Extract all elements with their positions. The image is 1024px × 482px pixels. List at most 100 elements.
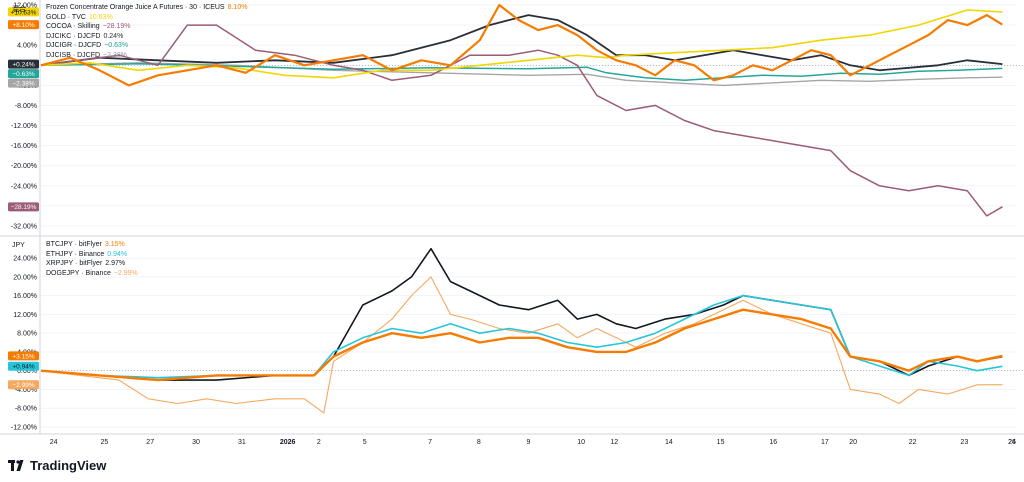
pane2-legend[interactable]: BTCJPY · bitFlyer 3.15% ETHJPY · Binance 0.… bbox=[46, 240, 138, 278]
x-tick-label: 23 bbox=[960, 439, 968, 446]
x-tick-label: 31 bbox=[238, 439, 246, 446]
legend-symbol: Frozen Concentrate Orange Juice A Future… bbox=[46, 4, 225, 11]
x-tick-label: 16 bbox=[769, 439, 777, 446]
legend-item[interactable]: COCOA · Skilling −28.19% bbox=[46, 22, 247, 32]
legend-change: 8.10% bbox=[227, 4, 248, 11]
value-badge-label: +8.10% bbox=[12, 22, 34, 29]
pane1-series bbox=[40, 3, 1003, 217]
value-badge-label: −0.63% bbox=[12, 71, 34, 78]
y-tick-label: 20.00% bbox=[13, 274, 37, 281]
legend-change: −2.38% bbox=[103, 51, 127, 59]
x-tick-label: 2026 bbox=[280, 439, 296, 446]
value-badge-label: −2.99% bbox=[12, 382, 34, 389]
legend-change: −0.63% bbox=[104, 42, 129, 50]
legend-item[interactable]: BTCJPY · bitFlyer 3.15% bbox=[46, 240, 138, 250]
series-line bbox=[40, 276, 1003, 414]
x-tick-label: 2 bbox=[317, 439, 321, 446]
time-axis[interactable]: 24 25 27 30 31 2026 2 5 7 8 9 10 12 14 15 16 17 20 22 23 242… bbox=[50, 439, 1016, 446]
legend-change: 10.63% bbox=[88, 13, 113, 21]
legend-symbol: COCOA · Skilling bbox=[46, 23, 100, 31]
legend-symbol: DJCISB · DJCFD bbox=[46, 51, 101, 59]
legend-item[interactable]: ETHJPY · Binance 0.94% bbox=[46, 250, 138, 260]
legend-symbol: GOLD · TVC bbox=[46, 13, 86, 21]
tradingview-brand[interactable]: TradingView bbox=[8, 458, 106, 473]
legend-change: 0.24% bbox=[103, 32, 124, 40]
legend-symbol: DJCIGR · DJCFD bbox=[46, 42, 102, 50]
y-tick-label: -4.00% bbox=[15, 387, 37, 394]
legend-symbol: ETHJPY · Binance bbox=[46, 250, 105, 258]
legend-item[interactable]: DOGEJPY · Binance −2.99% bbox=[46, 269, 138, 279]
value-badge bbox=[8, 361, 39, 371]
legend-change: 3.15% bbox=[104, 241, 125, 248]
value-badge-label: +3.15% bbox=[12, 353, 34, 360]
legend-change: −28.19% bbox=[102, 23, 131, 31]
x-tick-label: 25 bbox=[100, 439, 108, 446]
legend-change: 0.94% bbox=[107, 250, 128, 258]
pane2-price-scale[interactable]: 24.00%20.00%16.00%12.00%8.00%4.00%0.00%-… bbox=[11, 256, 37, 432]
legend-change: −2.99% bbox=[113, 269, 138, 277]
y-tick-label: 0.00% bbox=[17, 368, 37, 375]
pane1-value-badges: +10.63% +8.10% +0.24% −0.63% −2.38% −28.19% bbox=[8, 7, 39, 212]
series-line bbox=[40, 308, 1003, 382]
legend-symbol: DJCIKC · DJCFD bbox=[46, 32, 101, 40]
pane2-series bbox=[40, 247, 1003, 414]
series-line bbox=[40, 3, 1003, 87]
value-badge bbox=[8, 78, 39, 88]
value-badge bbox=[8, 7, 39, 17]
pane1-price-scale[interactable]: 12.00%8.00%4.00%0.00%-4.00%-8.00%-12.00%… bbox=[11, 3, 37, 231]
legend-change: 2.97% bbox=[105, 260, 126, 268]
x-tick-label: 27 bbox=[146, 439, 154, 446]
legend-item[interactable]: Frozen Concentrate Orange Juice A Future… bbox=[46, 3, 247, 13]
legend-item[interactable]: DJCISB · DJCFD −2.38% bbox=[46, 51, 247, 61]
value-badge-label: −28.19% bbox=[11, 204, 37, 211]
legend-item[interactable]: DJCIKC · DJCFD 0.24% bbox=[46, 32, 247, 42]
legend-symbol: XRPJPY · bitFlyer bbox=[46, 260, 103, 268]
pane2-value-badges: +3.15% +0.94% −2.99% bbox=[8, 351, 39, 390]
value-badge-label: +0.94% bbox=[12, 364, 34, 371]
legend-item[interactable]: GOLD · TVC 10.63% bbox=[46, 13, 247, 23]
x-tick-label: 9 bbox=[527, 439, 531, 446]
value-badge-label: +0.24% bbox=[12, 61, 34, 68]
value-badge-label: +10.63% bbox=[11, 9, 37, 16]
y-tick-label: 4.00% bbox=[17, 43, 37, 50]
y-tick-label: 16.00% bbox=[13, 293, 37, 300]
x-tick-label: 26 bbox=[1008, 439, 1016, 446]
x-tick-label: 8 bbox=[477, 439, 481, 446]
legend-item[interactable]: XRPJPY · bitFlyer 2.97% bbox=[46, 259, 138, 269]
x-tick-label: 20 bbox=[849, 439, 857, 446]
y-tick-label: -8.00% bbox=[15, 103, 37, 110]
y-tick-label: 12.00% bbox=[13, 312, 37, 319]
x-tick-label: 22 bbox=[909, 439, 917, 446]
y-tick-label: -24.00% bbox=[11, 183, 37, 190]
y-tick-label: -16.00% bbox=[11, 143, 37, 150]
legend-symbol: DOGEJPY · Binance bbox=[46, 269, 111, 277]
x-tick-label: 10 bbox=[577, 439, 585, 446]
series-line bbox=[40, 24, 1003, 217]
y-tick-label: 24.00% bbox=[13, 256, 37, 263]
x-tick-label: 15 bbox=[717, 439, 725, 446]
y-tick-label: -8.00% bbox=[15, 406, 37, 413]
value-badge bbox=[8, 20, 39, 30]
pane2-unit-label: JPY bbox=[12, 242, 25, 249]
value-badge bbox=[8, 202, 39, 212]
legend-item[interactable]: DJCIGR · DJCFD −0.63% bbox=[46, 41, 247, 51]
y-tick-label: -20.00% bbox=[11, 163, 37, 170]
value-badge bbox=[8, 59, 39, 69]
series-line bbox=[40, 63, 1003, 82]
value-badge-label: −2.38% bbox=[12, 80, 34, 87]
tradingview-logo-icon bbox=[8, 460, 24, 471]
pane1-legend[interactable]: Frozen Concentrate Orange Juice A Future… bbox=[46, 3, 247, 61]
x-tick-label: 12 bbox=[610, 439, 618, 446]
legend-symbol: BTCJPY · bitFlyer bbox=[46, 241, 102, 248]
y-tick-label: -12.00% bbox=[11, 123, 37, 130]
pane1-unit-label: 混合 bbox=[12, 6, 26, 13]
x-tick-label: 14 bbox=[665, 439, 673, 446]
x-tick-label: 24 bbox=[50, 439, 58, 446]
x-tick-label: 5 bbox=[363, 439, 367, 446]
y-tick-label: -12.00% bbox=[11, 424, 37, 431]
x-tick-label: 30 bbox=[192, 439, 200, 446]
y-tick-label: 12.00% bbox=[13, 3, 37, 10]
value-badge bbox=[8, 69, 39, 79]
